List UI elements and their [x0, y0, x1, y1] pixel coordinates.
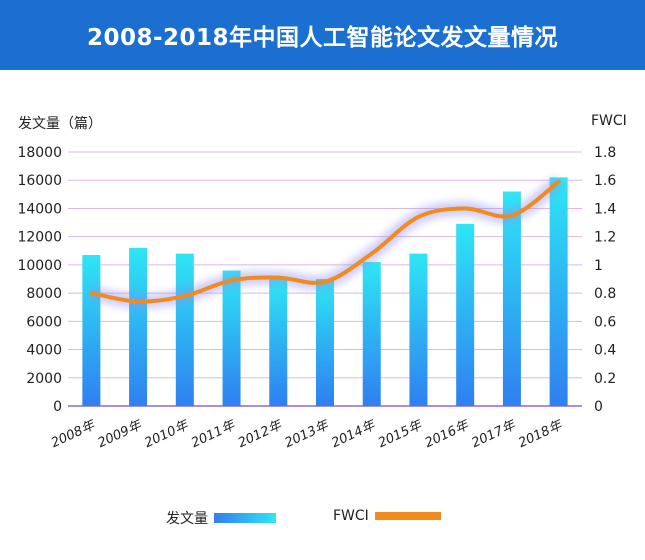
- bar: [409, 253, 428, 406]
- bar: [316, 279, 334, 406]
- right-axis-label: FWCI: [591, 113, 627, 129]
- y-left-tick-label: 16000: [17, 173, 62, 189]
- legend-item-line: FWCI: [333, 508, 441, 524]
- x-tick-label: 2010年: [142, 417, 192, 451]
- y-left-tick-label: 2000: [26, 371, 62, 387]
- y-right-tick-label: 0.6: [594, 314, 616, 330]
- fwci-point: [89, 291, 94, 296]
- bar: [362, 262, 381, 406]
- x-tick-label: 2011年: [189, 417, 239, 451]
- x-tick-label: 2018年: [516, 417, 566, 451]
- x-tick-label: 2008年: [49, 417, 99, 451]
- legend-item-bars: 发文量: [166, 508, 276, 528]
- bar: [222, 270, 241, 406]
- y-right-tick-label: 1.2: [594, 230, 616, 246]
- bar: [549, 177, 568, 406]
- bar: [269, 279, 288, 406]
- fwci-point: [369, 251, 374, 256]
- y-left-tick-label: 0: [53, 399, 62, 415]
- fwci-point: [509, 213, 514, 218]
- y-right-tick-label: 0.4: [594, 343, 616, 359]
- x-tick-label: 2013年: [283, 417, 333, 451]
- x-tick-label: 2016年: [423, 417, 473, 451]
- y-left-tick-label: 12000: [17, 230, 62, 246]
- y-left-tick-label: 10000: [17, 258, 62, 274]
- y-right-tick-label: 1.8: [594, 145, 616, 161]
- page-title: 2008-2018年中国人工智能论文发文量情况: [86, 25, 559, 51]
- fwci-point: [556, 179, 561, 184]
- fwci-point: [323, 279, 327, 284]
- y-left-tick-label: 14000: [17, 201, 62, 217]
- legend-swatch-line: [374, 512, 441, 520]
- x-tick-label: 2017年: [469, 417, 519, 451]
- legend-label-line: FWCI: [333, 508, 369, 524]
- fwci-point: [276, 275, 281, 280]
- fwci-point: [136, 299, 141, 304]
- bar: [129, 247, 148, 406]
- y-left-tick-label: 6000: [26, 314, 62, 330]
- y-right-tick-label: 0.8: [594, 286, 616, 302]
- fwci-point: [416, 214, 421, 219]
- bar: [175, 253, 194, 406]
- y-left-tick-label: 8000: [26, 286, 62, 302]
- x-tick-label: 2012年: [236, 417, 286, 451]
- y-right-tick-label: 0: [594, 399, 603, 415]
- bar: [502, 191, 521, 406]
- bar: [82, 255, 101, 406]
- fwci-point: [463, 206, 468, 211]
- y-left-tick-label: 18000: [17, 145, 62, 161]
- y-right-tick-label: 1.6: [594, 173, 616, 189]
- x-tick-label: 2009年: [96, 417, 146, 451]
- y-right-tick-label: 0.2: [594, 371, 616, 387]
- y-right-tick-label: 1: [594, 258, 603, 274]
- y-left-tick-label: 4000: [26, 343, 62, 359]
- fwci-point: [229, 278, 234, 283]
- y-right-tick-label: 1.4: [594, 201, 616, 217]
- title-banner: 2008-2018年中国人工智能论文发文量情况: [0, 0, 645, 70]
- fwci-point: [182, 293, 187, 298]
- left-axis-label: 发文量（篇）: [18, 116, 102, 132]
- x-tick-label: 2014年: [329, 417, 379, 451]
- x-tick-label: 2015年: [376, 417, 426, 451]
- bar: [456, 223, 475, 406]
- legend-label-bars: 发文量: [166, 511, 208, 527]
- legend-swatch-bars: [214, 513, 276, 523]
